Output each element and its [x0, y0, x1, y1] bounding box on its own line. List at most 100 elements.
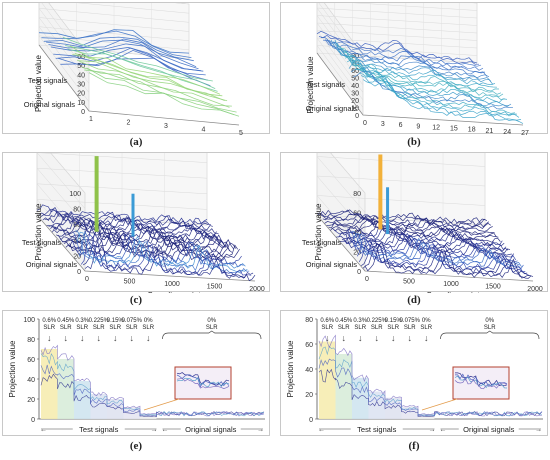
y-tick-label: 100: [23, 317, 35, 324]
signal-trace: [44, 213, 215, 234]
slr-level-label: 0.15%: [385, 318, 403, 324]
signal-trace: [43, 36, 194, 62]
signal-trace: [345, 233, 515, 258]
signal-trace: [360, 75, 522, 121]
slr-level-label: 0%: [207, 318, 216, 324]
z-tick-label: 40: [351, 83, 359, 90]
arrow-right: →: [429, 427, 436, 434]
arrow-right: →: [151, 427, 158, 434]
z-axis-label: Projection value: [34, 203, 43, 260]
z-tick-label: 60: [77, 54, 85, 61]
signal-trace: [61, 227, 233, 253]
signal-trace: [78, 230, 250, 274]
slr-level-label: 0.075%: [122, 318, 143, 324]
signal-trace: [54, 218, 225, 246]
slr-segment-band: [319, 341, 336, 419]
y-label-test: Test signals: [22, 238, 61, 247]
x-tick-label: 1500: [207, 284, 223, 291]
label-bg: [72, 424, 125, 434]
arrow-left: ←: [440, 427, 447, 434]
signal-trace: [69, 45, 221, 95]
x-tick-label: 3: [381, 121, 385, 128]
z-tick-label: 80: [353, 191, 361, 198]
slr-label: SLR: [484, 325, 496, 331]
slr-level-label: 0%: [485, 318, 494, 324]
panel-label-d: (d): [407, 294, 421, 306]
y-label-original: Original signals: [306, 260, 358, 269]
signal-trace: [355, 233, 524, 270]
z-tick-label: 20: [73, 253, 81, 260]
z-gridline: [324, 3, 477, 56]
signal-trace: [320, 37, 482, 67]
signal-trace: [82, 232, 254, 279]
z-tick-label: 0: [355, 113, 359, 120]
y-tick-label: 0: [309, 417, 313, 424]
slr-segment-band: [352, 377, 369, 419]
x-tick-label: 1000: [443, 281, 459, 288]
y-tick-label: 40: [27, 377, 35, 384]
label-bg: [180, 424, 241, 434]
x-tick-label: 21: [486, 128, 494, 135]
down-arrow: ↓: [358, 333, 363, 343]
floor-edge: [316, 214, 534, 282]
z-tick-label: 20: [77, 91, 85, 98]
slr-segment-band: [335, 354, 352, 419]
signal-trace: [318, 334, 543, 417]
signal-trace: [40, 344, 265, 417]
z-tick-label: 0: [357, 269, 361, 276]
x-tick-label: 2: [127, 120, 131, 127]
original-signals-label: Original signals: [463, 425, 515, 434]
z-tick-label: 20: [351, 98, 359, 105]
chart-d: 0204060800500100015002000Sampling points…: [302, 153, 543, 293]
floor-edge: [38, 44, 240, 126]
slr-label: SLR: [387, 325, 399, 331]
label-bg: [458, 424, 519, 434]
signal-trace: [52, 216, 223, 242]
x-tick-label: 4: [202, 127, 206, 134]
slr-level-label: 0.225%: [367, 318, 388, 324]
y-label-original: Original signals: [306, 104, 358, 113]
x-tick-label: 1: [89, 116, 93, 123]
down-arrow: ↓: [342, 333, 347, 343]
z-axis-label: Projection value: [306, 56, 315, 113]
x-tick-label: 1000: [164, 281, 180, 288]
signal-trace: [322, 213, 492, 231]
x-axis-label: Sampling points: [427, 291, 484, 293]
panel-label-b: (b): [407, 136, 421, 148]
signal-trace: [344, 55, 506, 100]
panel-b: 010203040506070800369121518212427number …: [280, 2, 548, 135]
slr-label: SLR: [60, 325, 72, 331]
slr-segment-band: [385, 397, 402, 419]
slr-segment-band: [41, 349, 58, 419]
z-tick-label: 20: [353, 250, 361, 257]
slr-level-label: 0%: [422, 318, 431, 324]
signal-trace: [350, 67, 512, 107]
zoom-inset-trace: [454, 377, 508, 390]
y-axis-label: Projection value: [286, 340, 295, 397]
x-tick-label: 500: [403, 279, 415, 286]
slr-label: SLR: [354, 325, 366, 331]
signal-trace: [332, 221, 501, 243]
arrow-left: ←: [318, 427, 325, 434]
panel-f: 0 20 40 60 80 Projection value 0.6% SLR ↓ 0.45% SL…: [280, 310, 548, 436]
y-label-original: Original signals: [24, 100, 76, 109]
down-arrow: ↓: [64, 333, 69, 343]
down-arrow: ↓: [47, 333, 52, 343]
signal-trace: [358, 240, 528, 275]
down-arrow: ↓: [130, 333, 135, 343]
slr-level-label: 0.6%: [42, 318, 56, 324]
x-tick-label: 15: [450, 126, 458, 133]
slr-level-label: 0.075%: [400, 318, 421, 324]
chart-b: 010203040506070800369121518212427number …: [306, 3, 529, 135]
signal-trace: [361, 239, 530, 276]
slr-label: SLR: [206, 325, 218, 331]
y-tick-label: 60: [305, 342, 313, 349]
signal-trace: [50, 217, 221, 241]
signal-trace: [86, 67, 237, 113]
signal-trace: [353, 233, 522, 267]
z-tick-label: 60: [73, 222, 81, 229]
z-gridline: [37, 153, 208, 209]
z-tick-label: 50: [77, 63, 85, 70]
signal-trace: [356, 68, 518, 117]
